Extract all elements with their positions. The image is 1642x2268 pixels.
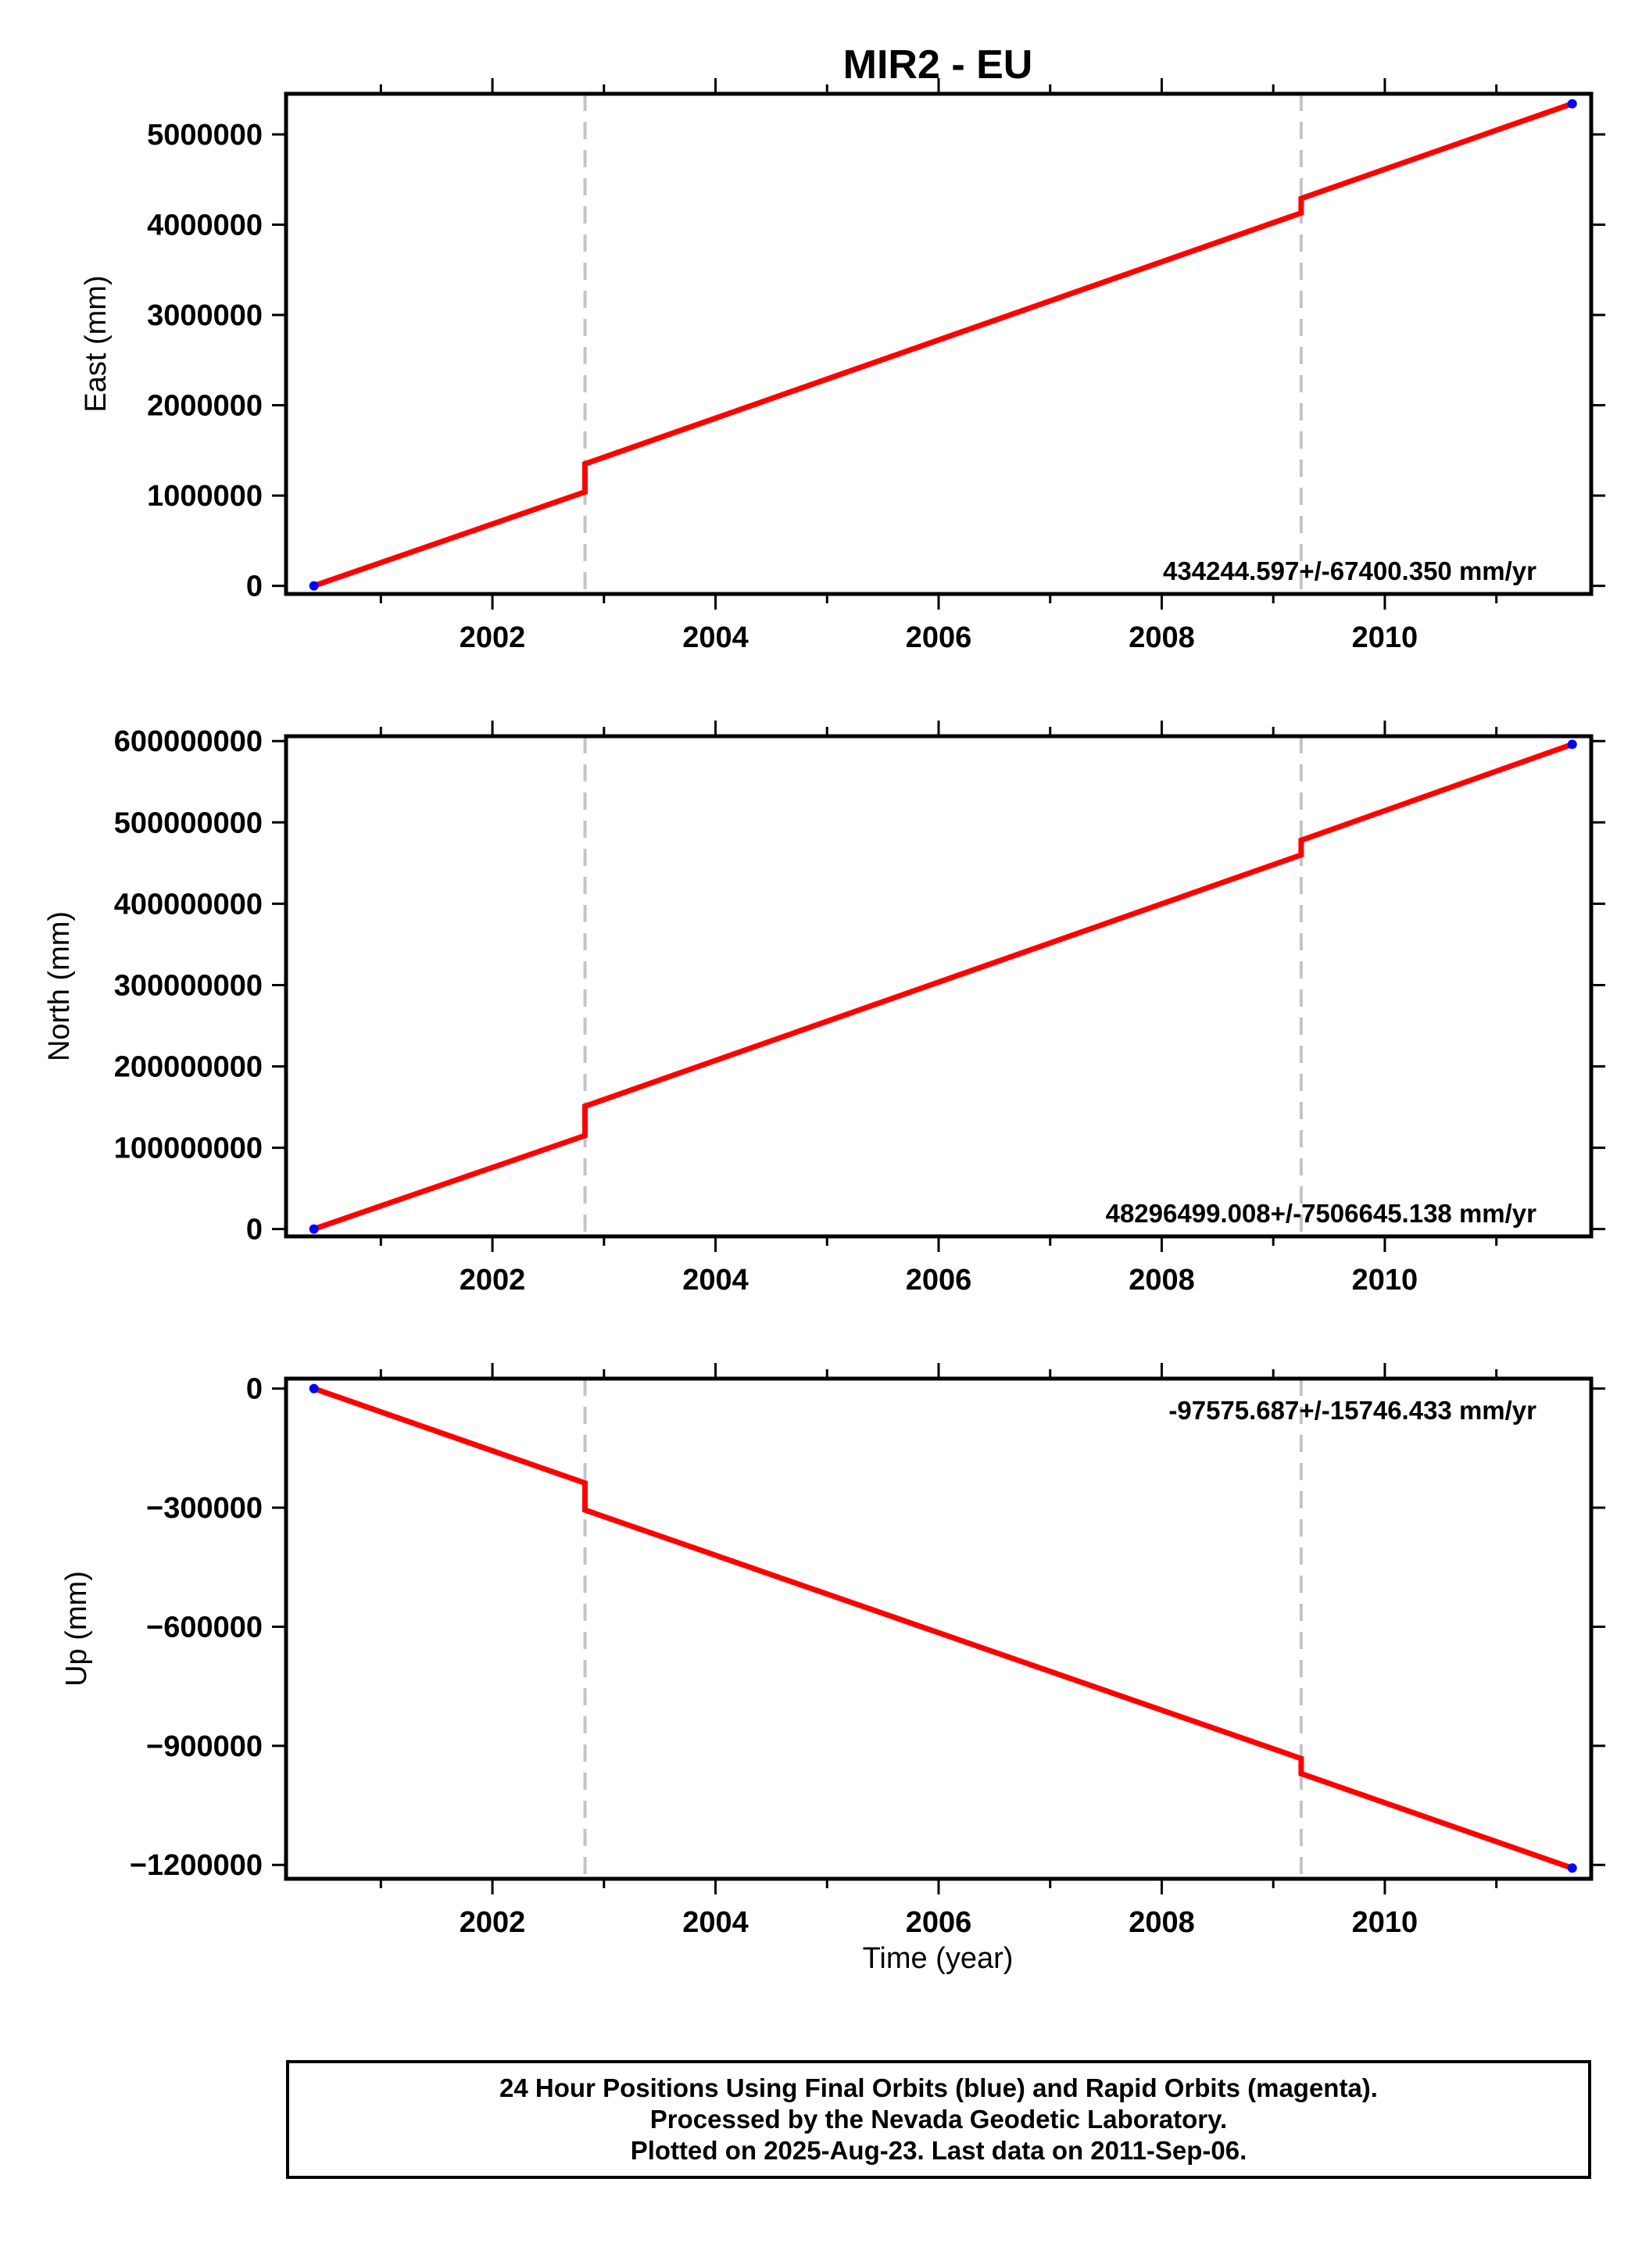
x-axis-label: Time (year) xyxy=(863,1942,1014,1975)
x-tick-label: 2002 xyxy=(460,1906,526,1939)
x-tick-label: 2010 xyxy=(1352,621,1418,654)
panel-frame xyxy=(284,91,1594,596)
data-point xyxy=(1567,1863,1577,1873)
y-tick-label: 5000000 xyxy=(147,119,263,152)
data-point xyxy=(1567,739,1577,749)
footer-line-1: 24 Hour Positions Using Final Orbits (bl… xyxy=(499,2073,1378,2102)
data-point xyxy=(1567,98,1577,109)
y-tick-label: 600000000 xyxy=(114,725,263,758)
x-tick-label: 2008 xyxy=(1129,1264,1195,1297)
panels-group: 2002 2004 2006 2008 2010 0 1000000 2000000 30000… xyxy=(43,78,1605,1939)
y-tick-label: 0 xyxy=(246,571,263,603)
y-axis-label: East (mm) xyxy=(80,275,113,412)
footer-line-3: Plotted on 2025-Aug-23. Last data on 201… xyxy=(630,2136,1247,2165)
x-tick-label: 2008 xyxy=(1129,621,1195,654)
y-tick-label: −600000 xyxy=(146,1611,263,1644)
panel-east: 2002 2004 2006 2008 2010 0 1000000 2000000 30000… xyxy=(80,78,1605,654)
x-tick-label: 2010 xyxy=(1352,1906,1418,1939)
data-point xyxy=(309,581,319,591)
x-tick-label: 2002 xyxy=(460,621,526,654)
y-tick-label: 500000000 xyxy=(114,807,263,839)
x-tick-label: 2004 xyxy=(682,1264,749,1297)
y-tick-label: 400000000 xyxy=(114,888,263,921)
rate-annotation: 434244.597+/-67400.350 mm/yr xyxy=(1163,556,1536,585)
panel-frame xyxy=(284,734,1594,1239)
y-tick-label: −900000 xyxy=(146,1730,263,1763)
x-tick-label: 2010 xyxy=(1352,1264,1418,1297)
x-tick-label: 2006 xyxy=(906,1264,972,1297)
y-tick-label: 300000000 xyxy=(114,969,263,1002)
x-tick-label: 2004 xyxy=(682,1906,749,1939)
y-tick-label: −300000 xyxy=(146,1492,263,1525)
y-tick-label: 4000000 xyxy=(147,209,263,242)
x-tick-label: 2006 xyxy=(906,1906,972,1939)
series-line-east xyxy=(313,101,1573,588)
data-point xyxy=(309,1383,319,1393)
data-point xyxy=(309,1224,319,1234)
rate-annotation: -97575.687+/-15746.433 mm/yr xyxy=(1168,1396,1536,1425)
y-tick-label: 3000000 xyxy=(147,299,263,332)
x-tick-label: 2002 xyxy=(460,1264,526,1297)
series-line-up xyxy=(313,1386,1573,1871)
x-tick-label: 2008 xyxy=(1129,1906,1195,1939)
y-tick-label: 2000000 xyxy=(147,390,263,423)
panel-up: 2002 2004 2006 2008 2010 0 −300000 −600000 −9000… xyxy=(60,1363,1605,1939)
x-tick-label: 2006 xyxy=(906,621,972,654)
y-tick-label: 1000000 xyxy=(147,480,263,513)
panel-north: 2002 2004 2006 2008 2010 0 100000000 200000000 3… xyxy=(43,721,1605,1297)
rate-annotation: 48296499.008+/-7506645.138 mm/yr xyxy=(1106,1199,1537,1228)
y-tick-label: 100000000 xyxy=(114,1132,263,1165)
y-axis-label: North (mm) xyxy=(43,911,76,1061)
y-tick-label: 0 xyxy=(246,1373,263,1406)
footer-box: 24 Hour Positions Using Final Orbits (bl… xyxy=(286,2060,1591,2179)
y-axis-label: Up (mm) xyxy=(60,1571,93,1687)
y-tick-label: 200000000 xyxy=(114,1051,263,1084)
y-tick-label: 0 xyxy=(246,1214,263,1247)
panel-frame xyxy=(284,1376,1594,1881)
y-tick-label: −1200000 xyxy=(130,1849,263,1882)
x-tick-label: 2004 xyxy=(682,621,749,654)
series-line-north xyxy=(313,742,1573,1232)
footer-line-2: Processed by the Nevada Geodetic Laborat… xyxy=(649,2105,1228,2134)
